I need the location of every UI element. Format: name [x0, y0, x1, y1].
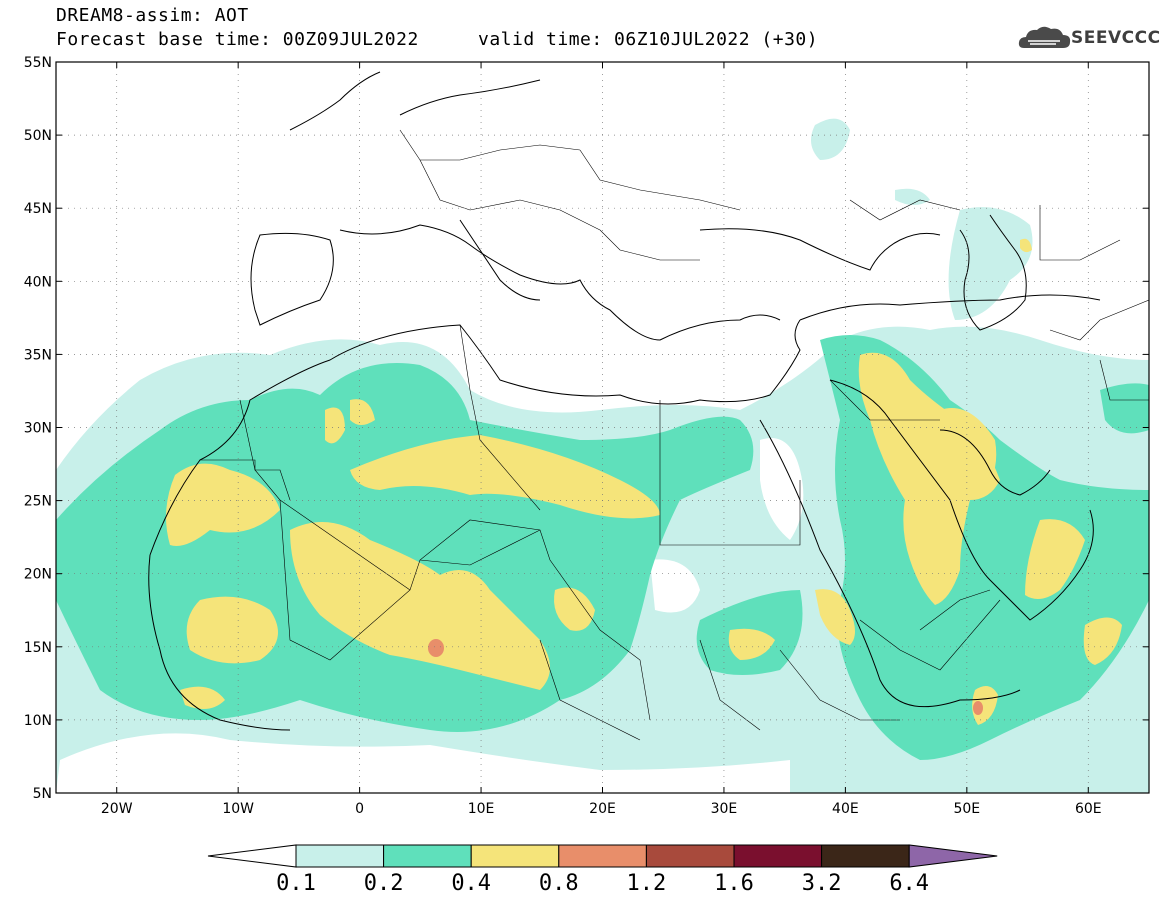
valid-time: valid time: 06Z10JUL2022 (+30): [478, 29, 819, 50]
lat-tick-label: 15N: [24, 640, 52, 656]
lon-tick-label: 50E: [953, 801, 980, 817]
colorbar-box: [383, 844, 472, 868]
colorbar-box: [733, 844, 823, 868]
borders: [200, 129, 1149, 741]
colorbar-label: 1.6: [714, 871, 754, 896]
colorbar-low-extend: [207, 844, 297, 868]
lat-tick-label: 30N: [24, 421, 52, 437]
lon-tick-label: 10E: [468, 801, 495, 817]
lat-tick-label: 40N: [24, 274, 52, 290]
colorbar-label: 6.4: [889, 871, 929, 896]
lon-tick-label: 0: [355, 801, 364, 817]
colorbar-high-extend: [908, 844, 998, 868]
lat-tick-label: 25N: [24, 494, 52, 510]
aot-field: [56, 118, 1149, 793]
lon-tick-label: 20E: [589, 801, 616, 817]
colorbar-box: [821, 844, 910, 868]
forecast-base-time: Forecast base time: 00Z09JUL2022: [56, 29, 419, 50]
lat-tick-label: 35N: [24, 347, 52, 363]
colorbar-label: 0.4: [451, 871, 491, 896]
lat-tick-label: 55N: [24, 55, 52, 71]
colorbar-box: [645, 844, 735, 868]
colorbar-box: [558, 844, 647, 868]
lon-tick-label: 40E: [832, 801, 859, 817]
seevccc-logo: [1016, 22, 1152, 56]
colorbar-box: [295, 844, 385, 868]
gridlines: [56, 62, 1149, 793]
lon-tick-label: 20W: [101, 801, 133, 817]
aot-contour-0.8: [428, 639, 983, 715]
lon-axis: 20W 10W 0 10E 20E 30E 40E 50E 60E: [101, 62, 1102, 817]
lon-tick-label: 60E: [1075, 801, 1102, 817]
colorbar-box: [470, 844, 560, 868]
lat-tick-label: 20N: [24, 567, 52, 583]
colorbar-label: 3.2: [802, 871, 842, 896]
lat-tick-label: 50N: [24, 128, 52, 144]
lon-tick-label: 30E: [711, 801, 738, 817]
lat-tick-label: 5N: [33, 786, 52, 802]
lat-tick-label: 10N: [24, 713, 52, 729]
colorbar: 0.1 0.2 0.4 0.8 1.2 1.6 3.2 6.4: [207, 844, 998, 896]
colorbar-label: 0.8: [539, 871, 579, 896]
aot-contour-0.4: [166, 238, 1122, 725]
cloud-icon: [1018, 26, 1071, 48]
colorbar-label: 0.1: [276, 871, 316, 896]
lat-tick-label: 45N: [24, 201, 52, 217]
lat-axis: 5N 10N 15N 20N 25N 30N 35N 40N 45N 50N 55N: [24, 55, 1149, 802]
colorbar-label: 0.2: [364, 871, 404, 896]
colorbar-label: 1.2: [627, 871, 667, 896]
lon-tick-label: 10W: [222, 801, 254, 817]
map-title: DREAM8-assim: AOT: [56, 5, 249, 26]
logo-text: SEEVCCC: [1071, 28, 1161, 48]
